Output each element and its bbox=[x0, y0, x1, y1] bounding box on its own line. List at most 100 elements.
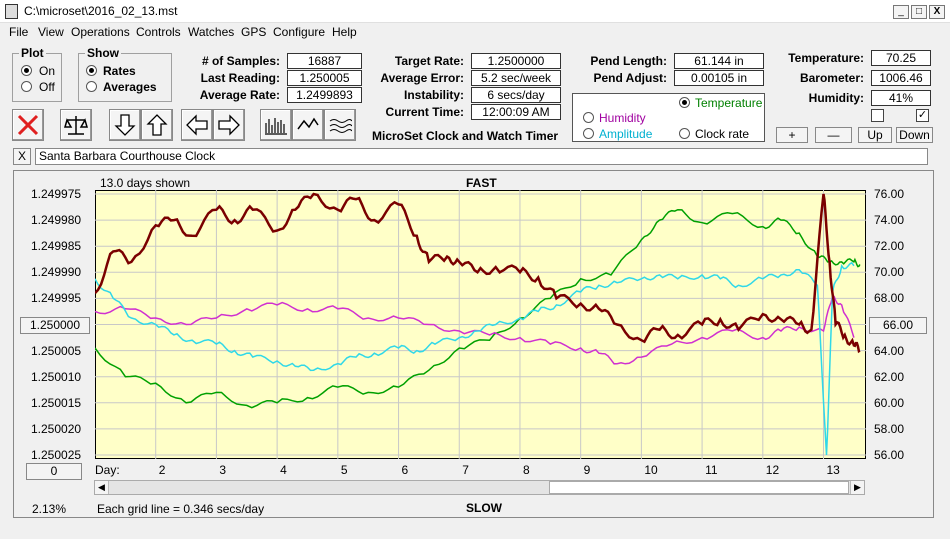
multi-line-view-button[interactable] bbox=[324, 109, 356, 141]
temperature-option-label: Temperature bbox=[695, 96, 763, 110]
minus-button[interactable]: — bbox=[815, 127, 852, 143]
checkbox-2[interactable]: ✓ bbox=[916, 109, 929, 122]
menu-operations[interactable]: Operations bbox=[71, 25, 130, 39]
temperature-label: Temperature: bbox=[788, 51, 864, 65]
window-title: C:\microset\2016_02_13.mst bbox=[24, 4, 178, 18]
left-arrow-button[interactable] bbox=[181, 109, 213, 141]
up-button[interactable]: Up bbox=[858, 127, 892, 143]
minimize-button[interactable]: _ bbox=[893, 5, 909, 19]
show-averages-radio[interactable] bbox=[86, 81, 97, 92]
zoom-readout: 2.13% bbox=[32, 502, 67, 516]
plus-button[interactable]: + bbox=[776, 127, 808, 143]
right-center-button[interactable]: 66.00 bbox=[869, 317, 927, 334]
clear-name-button[interactable]: X bbox=[13, 148, 31, 165]
pend-length-value: 61.144 in bbox=[674, 53, 764, 69]
series-line-temperature bbox=[95, 208, 861, 409]
x-tick-label: 3 bbox=[219, 463, 227, 477]
plot-group-legend: Plot bbox=[21, 46, 44, 60]
target-rate-value: 1.2500000 bbox=[471, 53, 561, 69]
clock-name-input[interactable]: Santa Barbara Courthouse Clock bbox=[35, 148, 928, 165]
plot-on-radio[interactable] bbox=[21, 65, 32, 76]
arrow-right-icon bbox=[218, 114, 240, 136]
rate-chart bbox=[95, 190, 866, 459]
barometer-value: 1006.46 bbox=[871, 70, 931, 86]
maximize-button[interactable]: □ bbox=[911, 5, 927, 19]
left-tick-label: 1.250010 bbox=[31, 369, 82, 384]
target-rate-label: Target Rate: bbox=[394, 54, 464, 68]
menu-help[interactable]: Help bbox=[332, 25, 357, 39]
humidity-option-label: Humidity bbox=[599, 111, 646, 125]
scroll-right-icon[interactable]: ▶ bbox=[850, 481, 864, 494]
stop-button[interactable] bbox=[12, 109, 44, 141]
amplitude-radio[interactable] bbox=[583, 128, 594, 139]
left-tick-label: 1.250025 bbox=[31, 448, 82, 462]
show-group-legend: Show bbox=[87, 46, 119, 60]
multi-wave-icon bbox=[329, 119, 352, 133]
checkbox-1[interactable] bbox=[871, 109, 884, 122]
balance-button[interactable] bbox=[60, 109, 92, 141]
menu-bar: File View Operations Controls Watches GP… bbox=[0, 23, 950, 42]
left-center-button[interactable]: 1.250000 bbox=[20, 317, 90, 334]
scroll-left-icon[interactable]: ◀ bbox=[95, 481, 109, 494]
right-arrow-button[interactable] bbox=[213, 109, 245, 141]
pend-adjust-label: Pend Adjust: bbox=[593, 71, 667, 85]
x-tick-label: 9 bbox=[583, 463, 591, 477]
left-tick-label: 1.249975 bbox=[31, 187, 82, 201]
arrow-up-icon bbox=[146, 114, 168, 136]
menu-file[interactable]: File bbox=[9, 25, 29, 39]
menu-controls[interactable]: Controls bbox=[136, 25, 181, 39]
up-arrow-button[interactable] bbox=[141, 109, 173, 141]
arrow-left-icon bbox=[186, 114, 208, 136]
line-view-button[interactable] bbox=[292, 109, 324, 141]
clock-rate-radio[interactable] bbox=[679, 128, 690, 139]
time-scrollbar[interactable]: ◀ ▶ bbox=[94, 480, 865, 495]
x-tick-label: 13 bbox=[826, 463, 840, 477]
pend-length-label: Pend Length: bbox=[590, 54, 667, 68]
down-button[interactable]: Down bbox=[896, 127, 933, 143]
series-line-amplitude bbox=[95, 261, 855, 456]
instability-value: 6 secs/day bbox=[471, 87, 561, 103]
series-line-clock-rate bbox=[95, 192, 861, 354]
x-tick-label: 4 bbox=[280, 463, 287, 477]
humidity-radio[interactable] bbox=[583, 112, 594, 123]
x-tick-label: 7 bbox=[462, 463, 469, 477]
app-icon[interactable] bbox=[5, 4, 18, 19]
temperature-radio[interactable] bbox=[679, 97, 690, 108]
show-rates-label: Rates bbox=[103, 64, 136, 78]
plot-group: Plot bbox=[12, 46, 62, 102]
x-tick-label: 12 bbox=[765, 463, 780, 477]
x-tick-label: 10 bbox=[644, 463, 658, 477]
average-rate-label: Average Rate: bbox=[199, 88, 280, 102]
amplitude-option-label: Amplitude bbox=[599, 127, 653, 141]
last-reading-label: Last Reading: bbox=[200, 71, 280, 85]
bar-view-button[interactable] bbox=[260, 109, 292, 141]
days-shown-label: 13.0 days shown bbox=[100, 176, 191, 190]
balance-scale-icon bbox=[64, 116, 88, 135]
arrow-down-icon bbox=[114, 114, 136, 136]
plot-off-radio[interactable] bbox=[21, 81, 32, 92]
left-tick-label: 1.250005 bbox=[31, 343, 82, 358]
menu-configure[interactable]: Configure bbox=[273, 25, 326, 39]
x-tick-label: 5 bbox=[340, 463, 348, 477]
menu-view[interactable]: View bbox=[38, 25, 64, 39]
barometer-label: Barometer: bbox=[799, 71, 864, 85]
left-tick-label: 1.249980 bbox=[31, 213, 82, 228]
show-rates-radio[interactable] bbox=[86, 65, 97, 76]
right-tick-label: 62.00 bbox=[874, 369, 905, 384]
menu-gps[interactable]: GPS bbox=[241, 25, 267, 39]
chart-series bbox=[95, 192, 861, 456]
left-tick-label: 1.249995 bbox=[31, 291, 82, 306]
plot-off-label: Off bbox=[39, 80, 55, 94]
scrollbar-thumb[interactable] bbox=[549, 481, 849, 494]
menu-watches[interactable]: Watches bbox=[188, 25, 235, 39]
temperature-value: 70.25 bbox=[871, 50, 931, 66]
line-wave-icon bbox=[297, 117, 319, 130]
offset-button[interactable]: 0 bbox=[26, 463, 82, 480]
series-line-humidity bbox=[95, 294, 855, 365]
right-tick-label: 64.00 bbox=[874, 343, 905, 358]
bars-icon bbox=[265, 118, 287, 135]
left-tick-label: 1.249990 bbox=[31, 265, 82, 280]
right-tick-label: 70.00 bbox=[874, 265, 905, 280]
down-arrow-button[interactable] bbox=[109, 109, 141, 141]
close-button[interactable]: X bbox=[929, 5, 945, 19]
